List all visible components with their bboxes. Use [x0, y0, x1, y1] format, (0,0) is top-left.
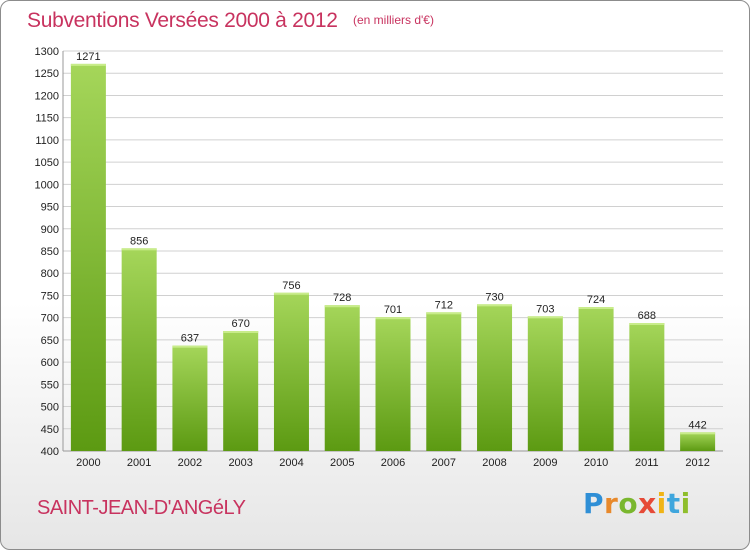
y-tick-label: 450: [41, 424, 59, 436]
bar: [426, 312, 462, 451]
logo-letter: P: [583, 487, 605, 520]
bar: [629, 323, 665, 451]
data-label: 1271: [76, 51, 100, 63]
logo-letter: t: [666, 487, 681, 520]
x-tick-label: 2009: [533, 457, 557, 469]
bar-highlight: [578, 307, 614, 309]
y-tick-label: 1050: [35, 157, 59, 169]
bar-highlight: [426, 312, 462, 315]
y-tick-label: 1150: [35, 113, 59, 125]
bar-highlight: [70, 63, 106, 66]
data-label: 756: [282, 280, 300, 292]
x-tick-label: 2002: [178, 457, 202, 469]
data-label: 637: [181, 333, 199, 345]
x-tick-label: 2003: [228, 457, 252, 469]
y-tick-label: 1100: [35, 135, 59, 147]
proxiti-logo: Proxiti: [583, 487, 691, 520]
y-tick-label: 400: [41, 446, 59, 458]
y-tick-label: 1200: [35, 90, 59, 102]
y-tick-label: 900: [41, 224, 59, 236]
y-tick-label: 750: [41, 290, 59, 302]
y-tick-label: 1000: [35, 179, 59, 191]
x-tick-label: 2006: [381, 457, 405, 469]
logo-letter: i: [656, 487, 667, 520]
data-label: 724: [587, 294, 605, 306]
x-tick-label: 2012: [685, 457, 709, 469]
y-tick-label: 650: [41, 335, 59, 347]
x-tick-label: 2007: [432, 457, 456, 469]
y-tick-label: 600: [41, 357, 59, 369]
x-tick-label: 2010: [584, 457, 608, 469]
chart-unit: (en milliers d'€): [353, 13, 434, 27]
bar: [527, 316, 563, 451]
axis-layer: 400 450 500 550 600 650 700 750 800 850 900 950 1000…: [35, 46, 723, 458]
y-tick-label: 950: [41, 202, 59, 214]
bar-highlight: [223, 331, 259, 333]
data-label: 442: [688, 419, 706, 431]
x-tick-label: 2000: [76, 457, 100, 469]
data-label: 712: [435, 299, 453, 311]
data-label: 701: [384, 304, 402, 316]
logo-letter: r: [604, 487, 619, 520]
bar-highlight: [680, 432, 716, 435]
bar: [477, 304, 513, 451]
y-tick-label: 1300: [35, 46, 59, 58]
data-label: 703: [536, 303, 554, 315]
bar: [578, 307, 614, 451]
bar: [172, 345, 208, 451]
bar: [375, 317, 411, 451]
data-label: 856: [130, 235, 148, 247]
x-tick-label: 2008: [482, 457, 506, 469]
bar: [324, 305, 360, 451]
y-tick-label: 550: [41, 379, 59, 391]
bar-highlight: [273, 292, 309, 295]
bar: [273, 292, 309, 451]
x-tick-label: 2004: [279, 457, 303, 469]
chart-title: Subventions Versées 2000 à 2012: [27, 9, 338, 32]
label-layer: 1271 2000 856 2001 637 2002 670 2003 756 2004 728 2…: [76, 51, 710, 469]
x-tick-label: 2005: [330, 457, 354, 469]
bar-layer: [70, 63, 716, 452]
data-label: 688: [638, 310, 656, 322]
bar-highlight: [172, 345, 208, 348]
logo-letter: x: [638, 487, 657, 520]
y-tick-label: 700: [41, 313, 59, 325]
y-tick-label: 500: [41, 402, 59, 414]
city-name: SAINT-JEAN-D'ANGéLY: [37, 497, 246, 519]
y-tick-label: 850: [41, 246, 59, 258]
bar-highlight: [375, 317, 411, 320]
bar-highlight: [324, 305, 360, 308]
logo-letter: i: [680, 487, 691, 520]
y-tick-label: 800: [41, 268, 59, 280]
bar: [70, 63, 106, 452]
y-tick-label: 1250: [35, 68, 59, 80]
bar: [223, 331, 259, 451]
bar: [680, 432, 716, 451]
bar-highlight: [121, 248, 157, 251]
bar-highlight: [527, 316, 563, 319]
x-tick-label: 2011: [635, 457, 659, 469]
bar-highlight: [629, 323, 665, 325]
data-label: 730: [485, 291, 503, 303]
bar: [121, 248, 157, 451]
x-tick-label: 2001: [127, 457, 151, 469]
data-label: 728: [333, 292, 351, 304]
bar-highlight: [477, 304, 513, 307]
logo-letter: o: [618, 487, 639, 520]
data-label: 670: [232, 318, 250, 330]
